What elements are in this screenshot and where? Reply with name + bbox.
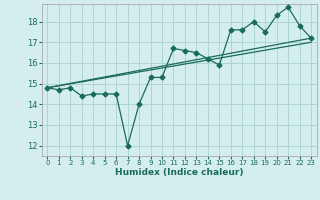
X-axis label: Humidex (Indice chaleur): Humidex (Indice chaleur) xyxy=(115,168,244,177)
